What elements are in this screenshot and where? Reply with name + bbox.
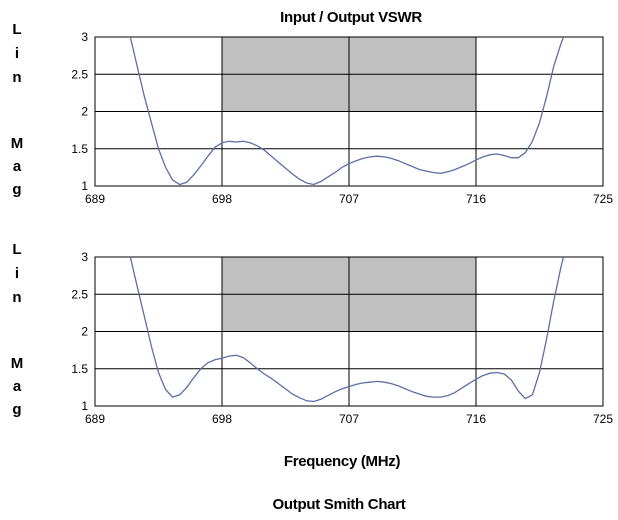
y-axis-label-letter: M <box>11 135 24 152</box>
y-tick-label: 2 <box>81 325 88 339</box>
x-tick-label: 698 <box>212 192 232 206</box>
y-axis-label-letter: n <box>12 69 21 86</box>
x-tick-label: 725 <box>593 192 613 206</box>
y-axis-label-letter: i <box>15 265 19 282</box>
y-tick-label: 1.5 <box>71 362 88 376</box>
y-axis-label-letter: i <box>15 45 19 62</box>
x-tick-label: 698 <box>212 412 232 426</box>
y-axis-label-letter: g <box>12 401 21 418</box>
y-axis-label-letter: M <box>11 355 24 372</box>
series-line <box>129 37 565 186</box>
y-tick-label: 2 <box>81 105 88 119</box>
y-axis-label-letter: a <box>13 378 22 395</box>
y-axis-label-letter: L <box>12 21 21 38</box>
x-tick-label: 716 <box>466 412 486 426</box>
x-tick-label: 707 <box>339 192 359 206</box>
y-tick-label: 3 <box>81 30 88 44</box>
y-tick-label: 1 <box>81 399 88 413</box>
y-tick-label: 1 <box>81 179 88 193</box>
footer-title: Output Smith Chart <box>272 496 406 513</box>
y-tick-label: 2.5 <box>71 287 88 301</box>
x-tick-label: 725 <box>593 412 613 426</box>
y-axis-label-letter: L <box>12 241 21 258</box>
x-tick-label: 689 <box>85 192 105 206</box>
y-tick-label: 2.5 <box>71 67 88 81</box>
x-tick-label: 707 <box>339 412 359 426</box>
y-axis-label-letter: a <box>13 158 22 175</box>
y-tick-label: 1.5 <box>71 142 88 156</box>
series-line <box>129 257 565 403</box>
chart-title: Input / Output VSWR <box>280 9 422 26</box>
y-tick-label: 3 <box>81 250 88 264</box>
y-axis-label-letter: g <box>12 181 21 198</box>
plot-panel-1: 1 1.5 2 2.5 3 689 698 707 716 725 Lin Mag <box>11 21 614 206</box>
plot-border <box>94 256 604 407</box>
x-tick-label: 716 <box>466 192 486 206</box>
x-tick-label: 689 <box>85 412 105 426</box>
x-axis-label: Frequency (MHz) <box>283 453 401 470</box>
y-axis-label-letter: n <box>12 289 21 306</box>
plot-panel-2: 1 1.5 2 2.5 3 689 698 707 716 725 Lin Mag <box>11 241 614 426</box>
plot-border <box>94 36 604 187</box>
